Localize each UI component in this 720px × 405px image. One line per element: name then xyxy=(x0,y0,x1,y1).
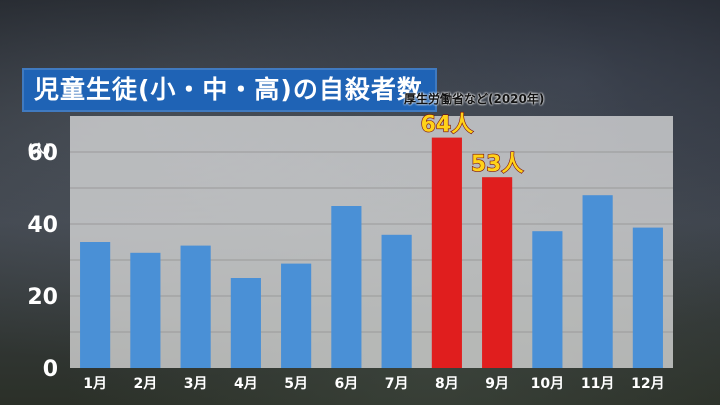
x-tick-label: 9月 xyxy=(485,376,509,392)
bar-9 xyxy=(482,177,513,368)
y-tick-label: 20 xyxy=(27,285,58,310)
x-tick-label: 8月 xyxy=(435,376,459,392)
data-label: 53人 xyxy=(471,152,524,177)
bar-1 xyxy=(80,242,111,368)
bar-2 xyxy=(130,252,161,368)
x-tick-label: 12月 xyxy=(631,376,664,392)
y-tick-label: 0 xyxy=(43,357,58,382)
x-tick-label: 3月 xyxy=(184,376,208,392)
bar-10 xyxy=(532,231,563,368)
bar-7 xyxy=(381,234,412,368)
x-tick-label: 10月 xyxy=(531,376,564,392)
chart-title: 児童生徒(小・中・高)の自殺者数 xyxy=(22,68,437,112)
bar-11 xyxy=(582,195,613,368)
y-axis-label: (人) xyxy=(28,141,51,156)
bar-5 xyxy=(281,263,312,368)
x-tick-label: 2月 xyxy=(134,376,158,392)
bar-12 xyxy=(632,227,663,368)
x-tick-label: 1月 xyxy=(83,376,107,392)
bar-6 xyxy=(331,206,362,368)
chart-source: 厚生労働省など(2020年) xyxy=(404,92,545,106)
bar-8 xyxy=(431,137,462,368)
x-tick-label: 5月 xyxy=(284,376,308,392)
bar-3 xyxy=(180,245,211,368)
plot-area xyxy=(70,116,673,368)
y-tick-label: 40 xyxy=(27,213,58,238)
x-tick-label: 7月 xyxy=(385,376,409,392)
x-tick-label: 4月 xyxy=(234,376,258,392)
y-tick-label: 60 xyxy=(27,141,58,166)
bar-4 xyxy=(230,278,261,368)
x-tick-label: 6月 xyxy=(335,376,359,392)
x-tick-label: 11月 xyxy=(581,376,614,392)
data-label: 64人 xyxy=(421,113,474,138)
